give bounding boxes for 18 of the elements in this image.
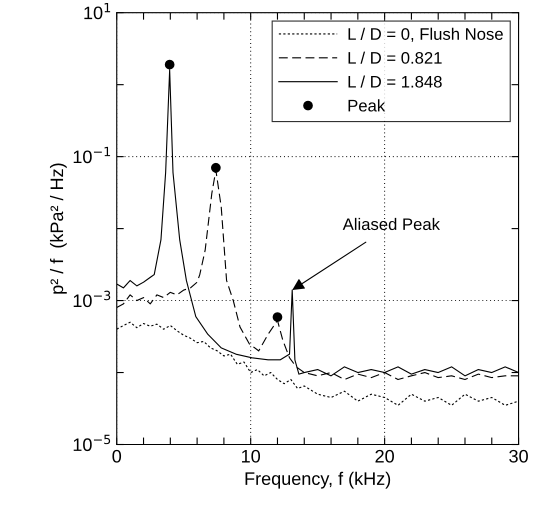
x-tick-label: 30: [509, 450, 528, 463]
annotation: Aliased Peak: [342, 218, 440, 230]
y-tick-label: 10$^{1}$: [84, 2, 110, 20]
x-tick-label: 20: [375, 450, 394, 463]
point: [164, 60, 175, 70]
y-tick-label: 10$^{−5}$: [74, 434, 110, 452]
y-tick-label: 10$^{−1}$: [74, 146, 110, 164]
x-axis-title: Frequency, f (kHz): [246, 472, 390, 489]
point: [211, 162, 221, 173]
legend-label: Peak: [348, 99, 386, 112]
legend-label: L / D = 0.821: [348, 52, 442, 64]
y-axis-title: p² / f (kPa² / Hz): [50, 164, 67, 294]
point: [272, 312, 282, 322]
legend-label: L / D = 0, Flush Nose: [348, 28, 503, 42]
x-tick-label: 0: [112, 450, 122, 463]
x-tick-label: 10: [242, 450, 260, 463]
legend-label: L / D = 1.848: [348, 75, 442, 88]
y-tick-label: 10$^{−3}$: [74, 290, 110, 308]
